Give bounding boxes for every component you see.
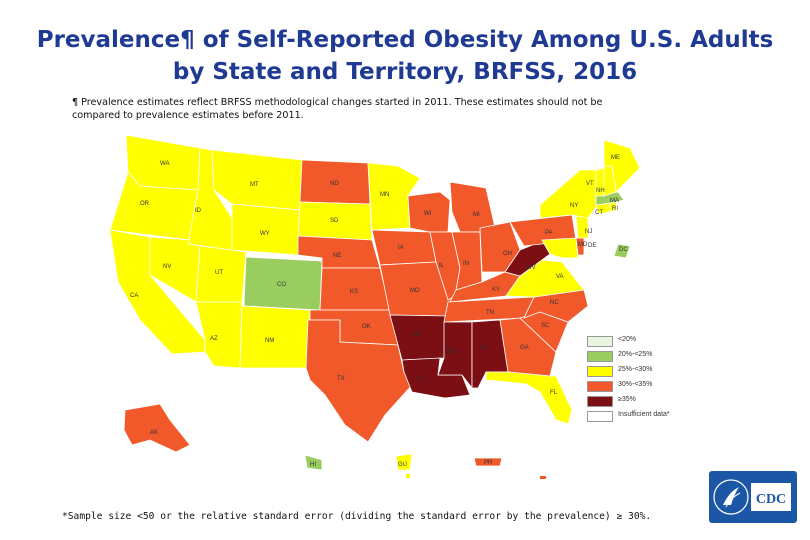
usvi-islet: [540, 476, 546, 479]
label-va: VA: [556, 274, 564, 280]
label-tn: TN: [486, 310, 494, 316]
label-ne: NE: [333, 253, 341, 259]
state-mt[interactable]: [211, 149, 303, 211]
legend-label-lt20: <20%: [618, 336, 637, 343]
label-nj: NJ: [585, 229, 592, 235]
legend-swatch-gte35: [587, 396, 613, 407]
label-mi: MI: [473, 212, 480, 218]
label-gu: GU: [398, 462, 407, 468]
label-wy: WY: [260, 231, 270, 237]
label-ut: UT: [215, 270, 223, 276]
label-ar: AR: [413, 332, 422, 338]
label-hi: HI: [310, 462, 316, 468]
label-ms: MS: [447, 349, 456, 355]
label-or: OR: [140, 201, 150, 207]
label-al: AL: [480, 345, 488, 351]
label-ga: GA: [520, 345, 529, 351]
state-gu[interactable]: [395, 453, 413, 471]
label-nd: ND: [330, 181, 339, 187]
label-md: MD: [578, 242, 588, 248]
legend-swatch-25-30: [587, 366, 613, 377]
label-oh: OH: [503, 251, 512, 257]
label-vt: VT: [586, 181, 594, 187]
legend-swatch-lt20: [587, 336, 613, 347]
state-ak[interactable]: [123, 403, 191, 453]
label-nc: NC: [550, 300, 559, 306]
label-nm: NM: [265, 338, 274, 344]
label-mt: MT: [250, 182, 259, 188]
label-ct: CT: [595, 210, 603, 216]
label-az: AZ: [210, 336, 218, 342]
label-wa: WA: [160, 161, 169, 167]
state-az[interactable]: [195, 301, 243, 369]
state-wy[interactable]: [231, 203, 301, 256]
label-ny: NY: [570, 203, 578, 209]
label-ia: IA: [398, 245, 404, 251]
legend-label-20-25: 20%-<25%: [618, 351, 653, 358]
state-nm[interactable]: [239, 305, 311, 369]
label-in: IN: [463, 261, 469, 267]
label-nv: NV: [163, 264, 171, 270]
label-sc: SC: [541, 323, 550, 329]
label-de: DE: [588, 243, 596, 249]
label-mn: MN: [380, 192, 389, 198]
state-fl[interactable]: [485, 371, 573, 425]
label-ma: MA: [610, 198, 619, 204]
legend-label-gte35: ≥35%: [618, 396, 636, 403]
legend-label-30-35: 30%-<35%: [618, 381, 653, 388]
label-ks: KS: [350, 289, 358, 295]
label-id: ID: [195, 208, 202, 214]
label-mo: MO: [410, 288, 420, 294]
legend-swatch-insufficient: [587, 411, 613, 422]
label-il: IL: [439, 263, 445, 269]
label-ky: KY: [492, 287, 500, 293]
label-ak: AK: [150, 430, 158, 436]
label-dc: DC: [619, 247, 628, 253]
label-pr: PR: [484, 460, 493, 466]
label-wv: WV: [526, 265, 536, 271]
note-line-2: compared to prevalence estimates before …: [72, 110, 304, 121]
state-ut[interactable]: [195, 245, 247, 303]
title-line-1: Prevalence¶ of Self-Reported Obesity Amo…: [36, 27, 774, 53]
label-fl: FL: [550, 390, 558, 396]
label-co: CO: [277, 282, 286, 288]
state-la[interactable]: [401, 357, 471, 399]
state-hi[interactable]: [304, 454, 323, 471]
methodology-note: ¶ Prevalence estimates reflect BRFSS met…: [72, 96, 712, 122]
label-ok: OK: [362, 324, 371, 330]
label-wi: WI: [424, 211, 432, 217]
note-line-1: ¶ Prevalence estimates reflect BRFSS met…: [72, 97, 603, 108]
legend-swatch-30-35: [587, 381, 613, 392]
state-md[interactable]: [541, 237, 579, 259]
label-sd: SD: [330, 218, 339, 224]
state-mi[interactable]: [449, 181, 497, 233]
label-tx: TX: [337, 376, 345, 382]
state-labels: WA OR CA ID NV MT WY UT AZ CO NM ND SD N…: [130, 155, 628, 468]
label-ri: RI: [612, 206, 618, 212]
state-dc[interactable]: [613, 243, 631, 259]
legend-swatch-20-25: [587, 351, 613, 362]
label-ca: CA: [130, 293, 138, 299]
cdc-logo-text: CDC: [756, 492, 786, 507]
state-me[interactable]: [603, 139, 641, 193]
label-me: ME: [611, 155, 620, 161]
state-pr[interactable]: [473, 457, 503, 467]
footnote: *Sample size <50 or the relative standar…: [62, 511, 652, 522]
label-nh: NH: [596, 188, 605, 194]
state-ga[interactable]: [499, 317, 557, 377]
state-ia[interactable]: [371, 229, 437, 266]
cdc-logo: CDC: [709, 471, 797, 523]
page-title: Prevalence¶ of Self-Reported Obesity Amo…: [0, 24, 810, 88]
label-pa: PA: [545, 230, 553, 236]
legend-label-insufficient: Insufficient data*: [618, 411, 670, 418]
guam-islet: [406, 474, 410, 478]
hhs-eagle-icon: CDC: [713, 479, 791, 515]
title-line-2: by State and Territory, BRFSS, 2016: [172, 59, 638, 85]
label-la: LA: [417, 376, 424, 382]
legend-label-25-30: 25%-<30%: [618, 366, 653, 373]
state-ny[interactable]: [539, 169, 599, 219]
state-tx[interactable]: [305, 319, 413, 443]
